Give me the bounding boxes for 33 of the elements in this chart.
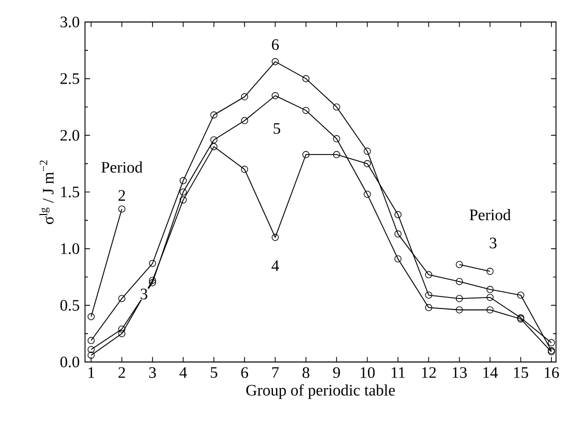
annotation: Period bbox=[470, 209, 511, 220]
x-tick-label: 8 bbox=[302, 367, 310, 378]
x-tick-label: 13 bbox=[452, 367, 467, 378]
x-axis-title: Group of periodic table bbox=[246, 384, 395, 399]
series-label: 3 bbox=[490, 238, 496, 248]
y-tick-label: 1.0 bbox=[61, 243, 80, 254]
annotation: Period bbox=[101, 161, 143, 173]
y-tick-label: 2.0 bbox=[60, 130, 80, 141]
y-axis-title: σ$^{lg}$ / J m$^{−2}$ bbox=[39, 160, 54, 224]
x-tick-label: 4 bbox=[180, 367, 187, 378]
annotation: 3 bbox=[140, 288, 148, 300]
series-label: 6 bbox=[272, 39, 279, 50]
y-tick-label: 2.5 bbox=[60, 73, 80, 84]
y-tick-label: 3.0 bbox=[60, 16, 80, 28]
x-tick-label: 1 bbox=[88, 367, 94, 378]
x-tick-label: 6 bbox=[241, 367, 248, 378]
x-tick-label: 5 bbox=[210, 367, 218, 378]
x-tick-label: 7 bbox=[272, 367, 279, 378]
x-tick-label: 11 bbox=[392, 367, 405, 378]
x-tick-label: 16 bbox=[544, 367, 559, 378]
series-label: 5 bbox=[274, 123, 280, 134]
y-tick-label: 0.0 bbox=[60, 356, 80, 368]
y-tick-label: 0.5 bbox=[60, 300, 80, 311]
x-tick-label: 2 bbox=[118, 367, 125, 378]
x-tick-label: 14 bbox=[483, 367, 498, 378]
x-tick-label: 15 bbox=[514, 367, 528, 378]
x-tick-label: 3 bbox=[149, 367, 156, 378]
x-tick-label: 12 bbox=[422, 367, 436, 378]
x-tick-label: 10 bbox=[360, 367, 375, 378]
series-label: 4 bbox=[272, 260, 279, 271]
x-tick-label: 9 bbox=[333, 367, 340, 378]
y-tick-label: 1.5 bbox=[61, 186, 80, 198]
legend-label: 2 bbox=[118, 190, 125, 201]
